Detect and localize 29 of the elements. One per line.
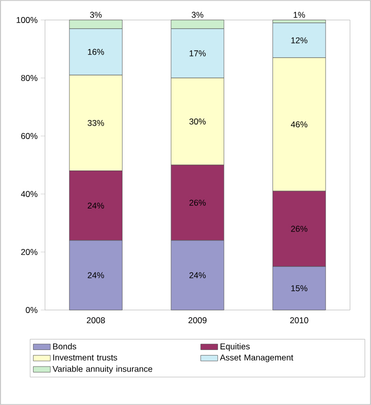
data-label: 26% bbox=[291, 226, 308, 232]
y-tick-label: 80% bbox=[21, 75, 38, 81]
data-label: 26% bbox=[189, 200, 206, 206]
y-tick-label: 40% bbox=[20, 191, 38, 197]
data-label: 33% bbox=[88, 120, 104, 126]
data-label: 3% bbox=[90, 12, 102, 18]
x-tick-label: 2010 bbox=[290, 317, 308, 324]
y-tick-label: 60% bbox=[21, 133, 38, 139]
legend-label: Variable annuity insurance bbox=[52, 366, 152, 374]
data-label: 3% bbox=[192, 12, 204, 18]
data-label: 24% bbox=[88, 272, 104, 278]
legend-label: Asset Management bbox=[220, 354, 294, 362]
data-label: 17% bbox=[190, 50, 206, 56]
data-label: 46% bbox=[290, 121, 308, 128]
x-tick-label: 2009 bbox=[188, 317, 207, 324]
legend-label: Investment trusts bbox=[53, 354, 118, 360]
data-label: 16% bbox=[88, 48, 104, 55]
data-label: 15% bbox=[291, 285, 308, 292]
y-tick-label: 20% bbox=[21, 249, 38, 255]
data-label: 1% bbox=[294, 12, 305, 18]
y-tick-label: 0% bbox=[26, 307, 38, 313]
legend-label: Bonds bbox=[53, 343, 76, 350]
legend-label: Equities bbox=[220, 343, 250, 352]
x-tick-label: 2008 bbox=[86, 317, 105, 324]
data-label: 12% bbox=[291, 37, 308, 44]
data-label: 24% bbox=[88, 202, 104, 209]
data-label: 30% bbox=[189, 118, 206, 124]
y-tick-label: 100% bbox=[16, 17, 38, 23]
data-label: 24% bbox=[189, 272, 206, 278]
